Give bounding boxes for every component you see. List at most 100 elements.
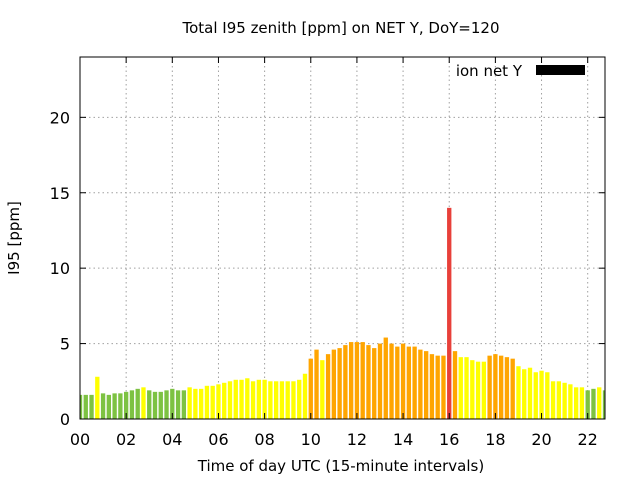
bar <box>262 379 267 419</box>
y-tick-label: 10 <box>50 259 70 278</box>
grid-lines <box>80 57 605 419</box>
bar <box>222 382 227 419</box>
x-tick-label: 18 <box>485 430 505 449</box>
bar <box>325 354 331 419</box>
bar <box>129 390 135 419</box>
x-tick-label: 14 <box>393 430 413 449</box>
bar <box>475 361 481 419</box>
bar <box>470 360 475 419</box>
y-axis-label: I95 [ppm] <box>5 201 23 275</box>
bar <box>527 367 533 419</box>
bar <box>308 358 313 419</box>
bar <box>285 381 290 419</box>
bar <box>273 381 279 419</box>
bar <box>579 387 585 419</box>
legend-swatch <box>536 65 585 75</box>
bar <box>550 381 556 419</box>
bar <box>123 391 129 419</box>
bar <box>152 391 158 419</box>
bar <box>522 369 527 419</box>
bar <box>441 355 446 419</box>
bar <box>268 381 273 419</box>
bar <box>158 391 163 419</box>
bar <box>354 342 360 419</box>
bar <box>458 357 463 419</box>
bar <box>498 355 504 419</box>
bar <box>80 394 83 419</box>
x-tick-label: 10 <box>301 430 321 449</box>
y-tick-label: 20 <box>50 108 70 127</box>
bar <box>175 390 181 419</box>
bar <box>429 354 435 419</box>
bar <box>256 379 262 419</box>
bar <box>377 343 383 419</box>
bar <box>331 349 337 419</box>
bar <box>112 393 117 419</box>
bar <box>406 346 412 419</box>
x-tick-label: 08 <box>254 430 274 449</box>
bar <box>573 387 579 419</box>
bar <box>539 370 544 419</box>
bar <box>250 381 256 419</box>
y-tick-label: 5 <box>60 335 70 354</box>
x-axis-label: Time of day UTC (15-minute intervals) <box>197 457 484 475</box>
bar <box>562 382 567 419</box>
y-tick-label: 0 <box>60 410 70 429</box>
x-tick-label: 16 <box>439 430 459 449</box>
bar <box>216 384 221 419</box>
bar <box>545 372 550 419</box>
bar <box>504 357 510 419</box>
bar <box>210 385 215 419</box>
bar <box>533 372 538 419</box>
bar <box>320 360 325 419</box>
legend: ion net Y <box>456 62 585 80</box>
bar <box>597 387 602 419</box>
bar <box>89 394 94 419</box>
bar <box>348 342 354 419</box>
bar <box>389 343 394 419</box>
y-tick-label: 15 <box>50 184 70 203</box>
bar <box>516 366 521 419</box>
bar <box>493 354 498 419</box>
bar <box>510 358 515 419</box>
x-tick-label: 06 <box>208 430 228 449</box>
bar <box>343 345 348 419</box>
bar <box>204 385 210 419</box>
bar <box>106 394 112 419</box>
bar <box>141 387 146 419</box>
bar <box>227 381 233 419</box>
bar <box>337 348 342 419</box>
chart-title: Total I95 zenith [ppm] on NET Y, DoY=120 <box>181 19 499 37</box>
bar <box>135 388 140 419</box>
bar <box>372 348 377 419</box>
legend-label: ion net Y <box>456 62 523 80</box>
bar <box>100 393 106 419</box>
bar <box>239 379 244 419</box>
bar <box>383 337 388 419</box>
bar <box>585 390 590 419</box>
bar <box>233 379 238 419</box>
bar <box>400 343 406 419</box>
bar <box>193 388 198 419</box>
x-tick-label: 02 <box>116 430 136 449</box>
x-tick-label: 12 <box>347 430 367 449</box>
bar <box>412 346 417 419</box>
bar <box>314 349 319 419</box>
bar <box>481 361 487 419</box>
bars <box>80 207 605 419</box>
bar <box>556 381 562 419</box>
bar <box>187 387 192 419</box>
bar <box>487 355 492 419</box>
x-tick-label: 22 <box>578 430 598 449</box>
bar <box>447 207 452 419</box>
bar <box>302 373 308 419</box>
x-tick-label: 04 <box>162 430 182 449</box>
bar <box>360 342 365 419</box>
bar <box>118 393 123 419</box>
bar <box>418 349 423 419</box>
bar <box>95 376 100 419</box>
plot-frame <box>79 56 606 420</box>
bar <box>198 388 204 419</box>
bar <box>83 394 88 419</box>
